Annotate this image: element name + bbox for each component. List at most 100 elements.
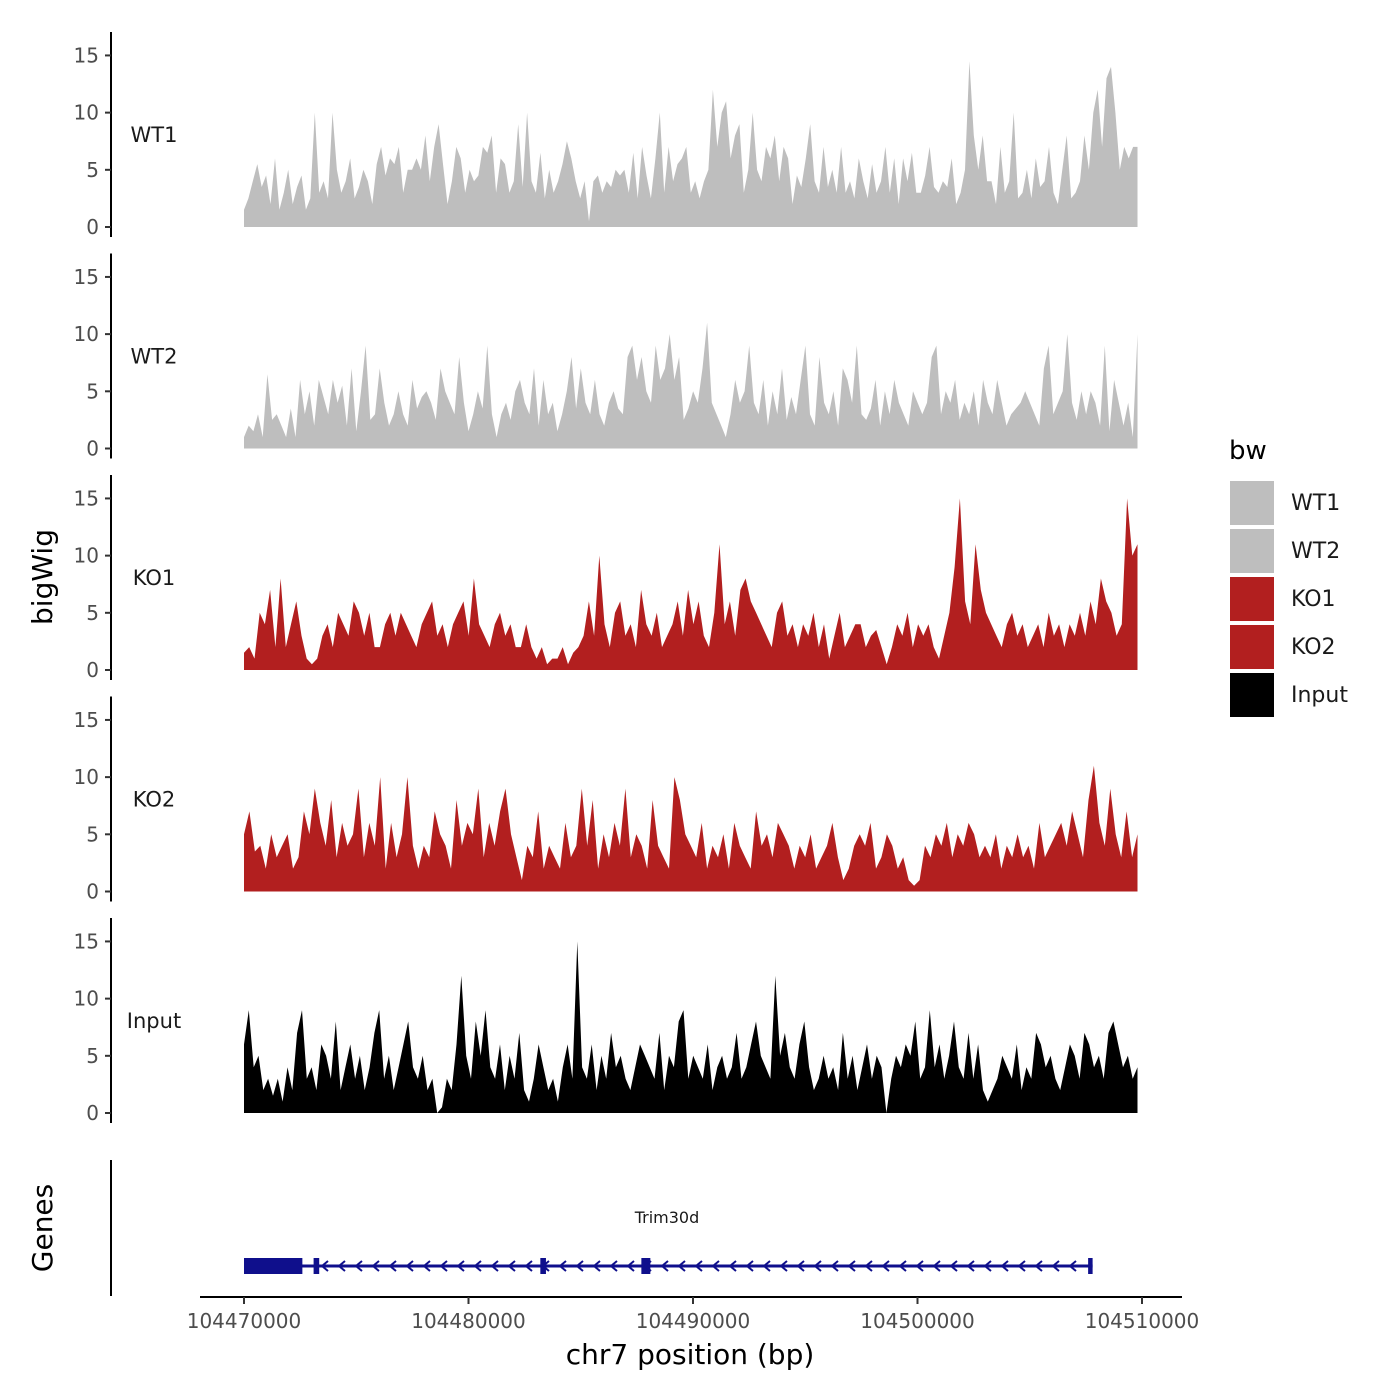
strand-arrow xyxy=(439,1260,448,1272)
strand-arrow xyxy=(728,1260,737,1272)
strand-arrow xyxy=(541,1260,550,1272)
strand-arrow xyxy=(881,1260,890,1272)
y-tick-label: 10 xyxy=(74,101,99,125)
strand-arrow xyxy=(490,1260,499,1272)
x-tick-label: 104470000 xyxy=(187,1309,302,1333)
strand-arrow xyxy=(660,1260,669,1272)
strand-arrow xyxy=(779,1260,788,1272)
track-wt2: 0 5 10 15 WT2 xyxy=(74,253,1138,461)
y-tick-label: 10 xyxy=(74,765,99,789)
legend-swatch-wt1 xyxy=(1228,479,1276,527)
signal-area-ko1 xyxy=(244,498,1138,670)
strand-arrow xyxy=(847,1260,856,1272)
y-tick-label: 10 xyxy=(74,322,99,346)
y-tick-label: 15 xyxy=(74,708,99,732)
strand-arrow xyxy=(1051,1260,1060,1272)
strand-arrow xyxy=(694,1260,703,1272)
strand-arrow xyxy=(966,1260,975,1272)
x-tick-label: 104490000 xyxy=(636,1309,751,1333)
y-tick-label: 0 xyxy=(86,215,99,239)
legend-label: WT1 xyxy=(1291,491,1340,516)
legend: bw WT1 WT2 KO1 KO2 Input xyxy=(1228,436,1348,719)
bigwig-tracks: 0 5 10 15 WT1 0 5 10 15 WT2 0 5 10 15 KO1 0 5 10 15 KO2 0 5 10… xyxy=(74,32,1138,1125)
x-ticks: 104470000 104480000 104490000 104500000 1045… xyxy=(187,1297,1200,1333)
strand-arrow xyxy=(592,1260,601,1272)
legend-title: bw xyxy=(1229,436,1267,466)
gene-exon xyxy=(244,1258,303,1274)
y-tick-label: 5 xyxy=(86,1044,99,1068)
y-tick-label: 0 xyxy=(86,658,99,682)
legend-label: KO1 xyxy=(1291,587,1336,612)
track-label: KO1 xyxy=(133,566,176,590)
y-tick-label: 5 xyxy=(86,158,99,182)
y-tick-label: 0 xyxy=(86,880,99,904)
strand-arrow xyxy=(983,1260,992,1272)
signal-area-wt2 xyxy=(244,322,1138,449)
signal-area-input xyxy=(244,941,1138,1113)
genes-y-label: Genes xyxy=(26,1184,59,1272)
gene-exon xyxy=(313,1258,320,1274)
legend-swatch-input xyxy=(1228,671,1276,719)
strand-arrow xyxy=(762,1260,771,1272)
y-tick-label: 5 xyxy=(86,379,99,403)
track-label: Input xyxy=(127,1009,181,1033)
strand-arrow xyxy=(371,1260,380,1272)
legend-swatch-ko2 xyxy=(1228,623,1276,671)
strand-arrow xyxy=(456,1260,465,1272)
legend-swatch-wt2 xyxy=(1228,527,1276,575)
y-tick-label: 15 xyxy=(74,43,99,67)
gene-exon xyxy=(1088,1258,1093,1274)
x-tick-label: 104510000 xyxy=(1085,1309,1200,1333)
strand-arrow xyxy=(1000,1260,1009,1272)
legend-label: Input xyxy=(1291,683,1348,708)
strand-arrow xyxy=(1034,1260,1043,1272)
genes-panel: Genes Trim30d xyxy=(26,1160,1093,1296)
strand-arrow xyxy=(677,1260,686,1272)
y-tick-label: 5 xyxy=(86,822,99,846)
strand-arrow xyxy=(711,1260,720,1272)
strand-arrow xyxy=(524,1260,533,1272)
x-axis-title: chr7 position (bp) xyxy=(566,1338,815,1371)
track-label: KO2 xyxy=(133,788,176,812)
gene-model xyxy=(244,1258,1093,1274)
signal-area-wt1 xyxy=(244,61,1138,228)
x-axis: 104470000 104480000 104490000 104500000 1045… xyxy=(187,1296,1200,1371)
strand-arrow xyxy=(1068,1260,1077,1272)
strand-arrow xyxy=(1017,1260,1026,1272)
y-tick-label: 0 xyxy=(86,1101,99,1125)
y-tick-label: 0 xyxy=(86,437,99,461)
y-tick-label: 15 xyxy=(74,929,99,953)
y-tick-label: 10 xyxy=(74,987,99,1011)
y-tick-label: 15 xyxy=(74,265,99,289)
strand-arrow xyxy=(898,1260,907,1272)
strand-arrow xyxy=(388,1260,397,1272)
track-label: WT2 xyxy=(131,345,178,369)
track-wt1: 0 5 10 15 WT1 xyxy=(74,32,1138,239)
strand-arrow xyxy=(813,1260,822,1272)
track-ko2: 0 5 10 15 KO2 xyxy=(74,696,1138,904)
strand-arrow xyxy=(643,1260,652,1272)
strand-arrow xyxy=(626,1260,635,1272)
legend-swatch-ko1 xyxy=(1228,575,1276,623)
strand-arrow xyxy=(337,1260,346,1272)
strand-arrow xyxy=(575,1260,584,1272)
legend-label: WT2 xyxy=(1291,539,1340,564)
strand-arrow xyxy=(949,1260,958,1272)
strand-arrow xyxy=(745,1260,754,1272)
strand-arrow xyxy=(320,1260,329,1272)
strand-arrow xyxy=(609,1260,618,1272)
y-tick-label: 10 xyxy=(74,544,99,568)
strand-arrow xyxy=(558,1260,567,1272)
y-axis-title: bigWig xyxy=(26,529,59,625)
strand-arrow xyxy=(932,1260,941,1272)
legend-items: WT1 WT2 KO1 KO2 Input xyxy=(1228,479,1348,719)
track-ko1: 0 5 10 15 KO1 xyxy=(74,475,1138,682)
gene-label: Trim30d xyxy=(634,1208,700,1227)
track-input: 0 5 10 15 Input xyxy=(74,918,1138,1125)
strand-arrow xyxy=(864,1260,873,1272)
strand-arrow xyxy=(405,1260,414,1272)
strand-arrow xyxy=(354,1260,363,1272)
signal-area-ko2 xyxy=(244,765,1138,892)
strand-arrow xyxy=(473,1260,482,1272)
strand-arrow xyxy=(796,1260,805,1272)
